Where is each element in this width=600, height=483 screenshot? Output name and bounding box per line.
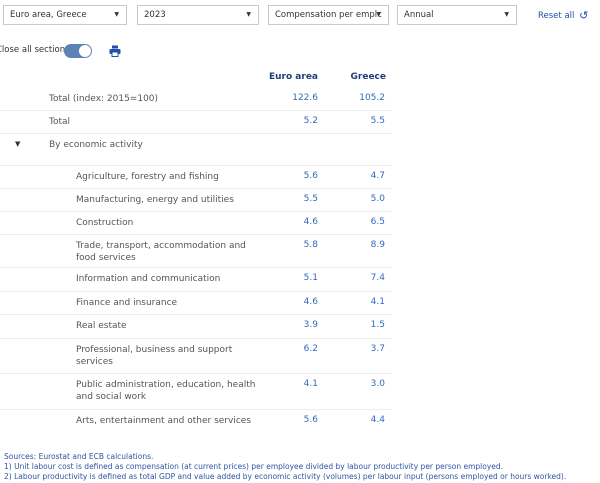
footnote-2: 2) Labour productivity is defined as tot… (4, 472, 567, 481)
table-row: Agriculture, forestry and fishing 5.6 4.… (0, 166, 392, 189)
close-sections-toggle[interactable] (64, 44, 92, 58)
table-row: Public administration, education, health… (0, 374, 392, 410)
section-label: By economic activity (49, 140, 143, 150)
row-label: Finance and insurance (76, 298, 178, 308)
reset-all-label: Reset all (538, 11, 575, 21)
footnote-1: 1) Unit labour cost is defined as compen… (4, 462, 504, 471)
greece-value: 5.0 (370, 194, 385, 204)
table-row: Arts, entertainment and other services 5… (0, 410, 392, 448)
table-row: Professional, business and support servi… (0, 339, 392, 374)
greece-value: 4.7 (370, 171, 385, 181)
row-label: Agriculture, forestry and fishing (76, 172, 219, 182)
reset-icon: ↺ (579, 9, 589, 22)
euro-area-value: 5.2 (303, 116, 318, 126)
row-label: Arts, entertainment and other services (76, 416, 252, 426)
row-label: Trade, transport, accommodation and food… (76, 241, 246, 263)
country-select-value: Euro area, Greece (10, 10, 87, 20)
table-row: Finance and insurance 4.6 4.1 (0, 292, 392, 315)
print-icon[interactable] (109, 45, 121, 57)
toggle-knob (79, 45, 91, 57)
greece-value: 4.4 (370, 415, 385, 425)
euro-area-value: 3.9 (303, 320, 318, 330)
chevron-down-icon: ▼ (504, 11, 509, 18)
country-select[interactable]: Euro area, Greece ▼ (3, 5, 127, 25)
greece-value: 105.2 (359, 93, 385, 103)
euro-area-value: 4.6 (303, 217, 318, 227)
frequency-select[interactable]: Annual ▼ (397, 5, 517, 25)
row-label: Total (49, 117, 71, 127)
euro-area-value: 6.2 (303, 344, 318, 354)
greece-value: 6.5 (370, 217, 385, 227)
euro-area-value: 5.6 (303, 171, 318, 181)
column-header-euro-area: Euro area (269, 72, 318, 82)
row-label: Information and communication (76, 274, 221, 284)
table-row: Total 5.2 5.5 (0, 111, 392, 134)
greece-value: 7.4 (370, 273, 385, 283)
table-row: Information and communication 5.1 7.4 (0, 268, 392, 292)
section-header-row[interactable]: ▼ By economic activity (0, 134, 392, 166)
euro-area-value: 5.6 (303, 415, 318, 425)
euro-area-value: 4.1 (303, 379, 318, 389)
euro-area-value: 4.6 (303, 297, 318, 307)
measure-select[interactable]: Compensation per emplc ▼ (268, 5, 389, 25)
table-row: Trade, transport, accommodation and food… (0, 235, 392, 268)
row-label: Manufacturing, energy and utilities (76, 195, 234, 205)
column-header-greece: Greece (350, 72, 386, 82)
greece-value: 3.7 (370, 344, 385, 354)
row-label: Public administration, education, health… (76, 380, 256, 402)
reset-all-button[interactable]: Reset all ↺ (538, 8, 589, 22)
collapse-triangle-icon[interactable]: ▼ (15, 140, 21, 148)
table-row: Construction 4.6 6.5 (0, 212, 392, 235)
greece-value: 4.1 (370, 297, 385, 307)
table-row: Total (index: 2015=100) 122.6 105.2 (0, 88, 392, 111)
chevron-down-icon: ▼ (246, 11, 251, 18)
row-label: Total (index: 2015=100) (49, 94, 159, 104)
chevron-down-icon: ▼ (376, 11, 381, 18)
row-label: Construction (76, 218, 134, 228)
measure-select-value: Compensation per emplc (275, 10, 382, 20)
euro-area-value: 122.6 (292, 93, 318, 103)
table-row: Manufacturing, energy and utilities 5.5 … (0, 189, 392, 212)
greece-value: 8.9 (370, 240, 385, 250)
filter-bar: Euro area, Greece ▼ 2023 ▼ Compensation … (3, 5, 600, 25)
greece-value: 1.5 (370, 320, 385, 330)
row-label: Professional, business and support servi… (76, 345, 233, 367)
year-select-value: 2023 (144, 10, 166, 20)
euro-area-value: 5.1 (303, 273, 318, 283)
sources-note: Sources: Eurostat and ECB calculations. (4, 452, 154, 461)
footnotes: Sources: Eurostat and ECB calculations. … (4, 452, 566, 482)
chevron-down-icon: ▼ (114, 11, 119, 18)
greece-value: 5.5 (370, 116, 385, 126)
greece-value: 3.0 (370, 379, 385, 389)
year-select[interactable]: 2023 ▼ (137, 5, 259, 25)
table-row: Real estate 3.9 1.5 (0, 315, 392, 339)
euro-area-value: 5.5 (303, 194, 318, 204)
toggle-label: Close all sections (0, 45, 70, 55)
euro-area-value: 5.8 (303, 240, 318, 250)
frequency-select-value: Annual (404, 10, 434, 20)
row-label: Real estate (76, 321, 127, 331)
